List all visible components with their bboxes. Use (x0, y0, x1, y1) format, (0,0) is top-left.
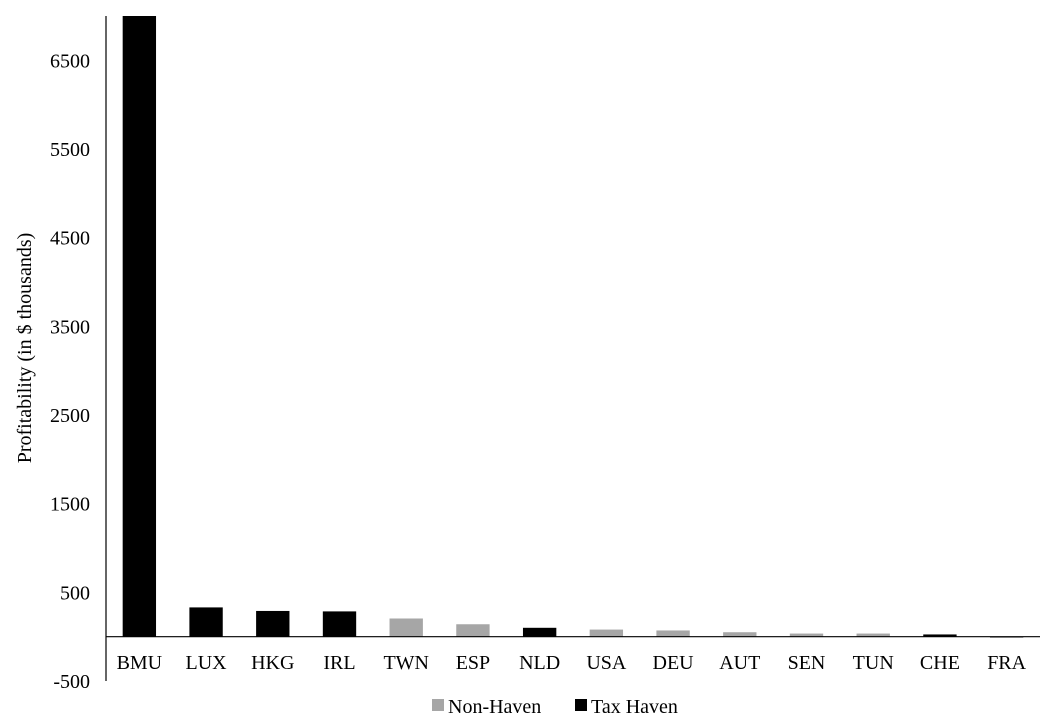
bar-deu (656, 630, 690, 637)
y-tick-label: -500 (53, 671, 90, 693)
y-tick-label: 6500 (50, 50, 90, 72)
bar-nld (522, 627, 557, 637)
category-label-lux: LUX (186, 652, 228, 674)
y-tick-label: 5500 (50, 139, 90, 161)
category-label-tun: TUN (853, 652, 894, 674)
y-tick-label: 2500 (50, 405, 90, 427)
category-label-deu: DEU (653, 652, 695, 674)
bar-tun (856, 633, 890, 637)
bar-usa (589, 629, 624, 637)
category-label-usa: USA (586, 652, 627, 674)
category-label-fra: FRA (987, 652, 1026, 674)
bar-esp (456, 624, 490, 637)
bar-lux (189, 607, 223, 637)
bars (122, 16, 1024, 638)
legend-label-non-haven: Non-Haven (448, 696, 541, 717)
legend: Non-Haven Tax Haven (432, 696, 678, 717)
y-axis-ticks: -500 500 1500 2500 3500 4500 5500 6500 (50, 50, 90, 693)
category-label-che: CHE (920, 652, 960, 674)
category-label-twn: TWN (383, 652, 429, 674)
bar-twn (389, 618, 423, 637)
category-labels: BMU LUX HKG IRL TWN ESP NLD USA DEU AUT SEN TUN CHE F… (117, 652, 1027, 674)
bar-bmu (122, 16, 157, 637)
legend-label-tax-haven: Tax Haven (591, 696, 678, 717)
category-label-nld: NLD (519, 652, 560, 674)
category-label-irl: IRL (323, 652, 355, 674)
bar-hkg (256, 610, 290, 637)
category-label-bmu: BMU (117, 652, 163, 674)
y-tick-label: 4500 (50, 228, 90, 250)
bar-aut (723, 632, 757, 637)
y-axis-title: Profitability (in $ thousands) (14, 233, 36, 464)
category-label-aut: AUT (719, 652, 760, 674)
bar-sen (789, 633, 824, 637)
y-tick-label: 3500 (50, 316, 90, 338)
y-tick-label: 500 (60, 582, 90, 604)
legend-swatch-tax-haven (575, 699, 587, 711)
y-tick-label: 1500 (50, 494, 90, 516)
legend-swatch-non-haven (432, 699, 444, 711)
category-label-hkg: HKG (251, 652, 294, 674)
bar-irl (322, 611, 357, 637)
category-label-sen: SEN (788, 652, 826, 674)
bar-che (923, 634, 957, 637)
bar-fra (989, 636, 1024, 638)
category-label-esp: ESP (456, 652, 490, 674)
